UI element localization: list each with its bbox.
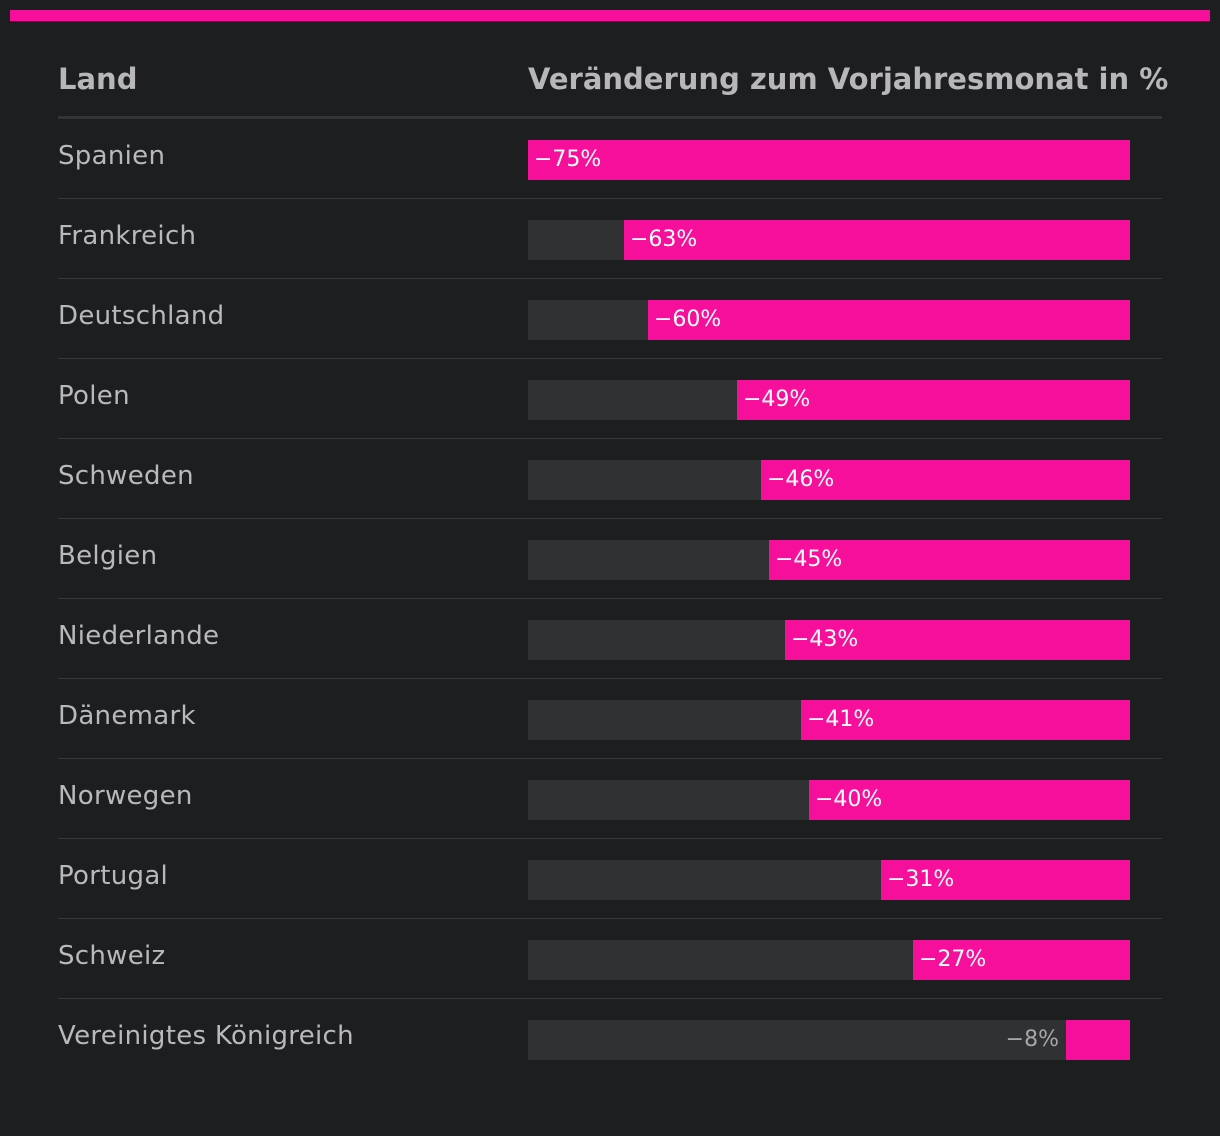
- bar: [624, 220, 1130, 260]
- country-label: Vereinigtes Königreich: [58, 1021, 354, 1051]
- country-label: Schweiz: [58, 941, 166, 971]
- table-row: Portugal −31%: [58, 839, 1162, 919]
- country-label: Belgien: [58, 541, 158, 571]
- header-change: Veränderung zum Vorjahresmonat in %: [528, 62, 1169, 96]
- country-label: Frankreich: [58, 221, 197, 251]
- bar-track: −49%: [528, 380, 1130, 420]
- bar-track: −45%: [528, 540, 1130, 580]
- value-label: −31%: [887, 867, 955, 892]
- country-label: Polen: [58, 381, 130, 411]
- table-row: Schweden −46%: [58, 439, 1162, 519]
- table-row: Vereinigtes Königreich −8%: [58, 999, 1162, 1078]
- bar-track: −41%: [528, 700, 1130, 740]
- value-label: −46%: [767, 467, 835, 492]
- table-row: Spanien −75%: [58, 119, 1162, 199]
- bar-track: −60%: [528, 300, 1130, 340]
- bar: [809, 780, 1130, 820]
- country-label: Schweden: [58, 461, 194, 491]
- bar-track: −63%: [528, 220, 1130, 260]
- bar-track: −27%: [528, 940, 1130, 980]
- bar: [769, 540, 1130, 580]
- table-rows: Spanien −75% Frankreich −63% Deutschland −60%…: [58, 119, 1162, 1078]
- value-label: −75%: [534, 147, 602, 172]
- value-label: −8%: [1005, 1027, 1059, 1052]
- bar-track: −46%: [528, 460, 1130, 500]
- country-label: Spanien: [58, 141, 166, 171]
- country-label: Dänemark: [58, 701, 196, 731]
- table-row: Frankreich −63%: [58, 199, 1162, 279]
- top-accent-bar: [10, 10, 1210, 21]
- bar: [1066, 1020, 1130, 1060]
- bar: [648, 300, 1130, 340]
- bar: [528, 140, 1130, 180]
- value-label: −41%: [807, 707, 875, 732]
- value-label: −40%: [815, 787, 883, 812]
- bar-track: −40%: [528, 780, 1130, 820]
- country-label: Norwegen: [58, 781, 193, 811]
- table-header: Land Veränderung zum Vorjahresmonat in %: [58, 50, 1168, 119]
- table-row: Niederlande −43%: [58, 599, 1162, 679]
- table-row: Dänemark −41%: [58, 679, 1162, 759]
- bar: [801, 700, 1130, 740]
- bar: [913, 940, 1130, 980]
- bar: [785, 620, 1130, 660]
- bar-track: −8%: [528, 1020, 1130, 1060]
- table-row: Polen −49%: [58, 359, 1162, 439]
- value-label: −45%: [775, 547, 843, 572]
- value-label: −60%: [654, 307, 722, 332]
- bar-track: −75%: [528, 140, 1130, 180]
- value-label: −27%: [919, 947, 987, 972]
- country-label: Portugal: [58, 861, 169, 891]
- bar: [737, 380, 1130, 420]
- table-row: Norwegen −40%: [58, 759, 1162, 839]
- value-label: −49%: [743, 387, 811, 412]
- value-label: −43%: [791, 627, 859, 652]
- bar: [761, 460, 1130, 500]
- value-label: −63%: [630, 227, 698, 252]
- bar-track: −31%: [528, 860, 1130, 900]
- bar: [881, 860, 1130, 900]
- table-row: Schweiz −27%: [58, 919, 1162, 999]
- table-row: Deutschland −60%: [58, 279, 1162, 359]
- bar-track: −43%: [528, 620, 1130, 660]
- bar-table: Land Veränderung zum Vorjahresmonat in %…: [58, 50, 1168, 1078]
- header-country: Land: [58, 62, 138, 96]
- country-label: Deutschland: [58, 301, 225, 331]
- country-label: Niederlande: [58, 621, 220, 651]
- table-row: Belgien −45%: [58, 519, 1162, 599]
